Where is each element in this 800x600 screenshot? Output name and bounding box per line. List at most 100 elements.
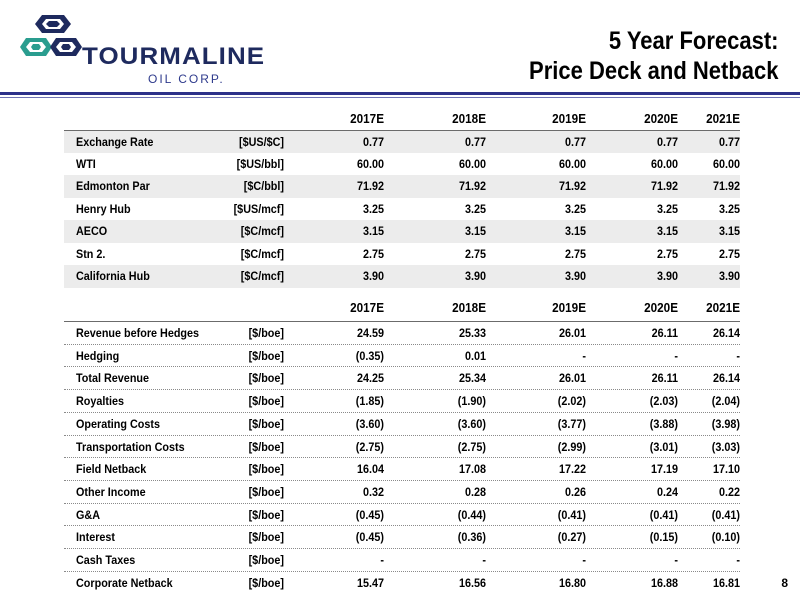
table-row: Interest [$/boe] (0.45) (0.36) (0.27) (0.15) (… [64,525,740,548]
page-number: 8 [781,576,788,590]
row-value: 25.34 [458,371,486,386]
row-value: 3.15 [656,224,678,238]
row-value: (3.77) [557,416,586,431]
row-value: 2.75 [362,246,384,261]
row-label: Interest [76,530,116,545]
row-value: 3.90 [656,269,678,283]
row-label: Royalties [76,394,125,409]
row-value: 71.92 [650,179,678,193]
table-row: Royalties [$/boe] (1.85) (1.90) (2.02) (2.03)… [64,389,740,412]
row-value: 60.00 [712,156,740,171]
table-row: Revenue before Hedges [$/boe] 24.59 25.33 26… [64,321,740,344]
table-row: Corporate Netback [$/boe] 15.47 16.56 16.80 1… [64,570,740,594]
year-header: 2020E [644,111,678,126]
row-unit: [$/boe] [248,484,284,499]
row-value: 0.77 [656,135,678,149]
row-unit: [$/boe] [248,507,284,522]
table-row: Exchange Rate [$US/$C] 0.77 0.77 0.77 0.77 0.7… [64,130,740,153]
row-label: Operating Costs [76,416,161,431]
row-label: Exchange Rate [76,135,154,149]
row-value: 60.00 [558,156,586,171]
row-value: 25.33 [458,326,486,340]
row-value: 0.77 [464,135,486,149]
row-value: 3.15 [362,224,384,238]
row-label: Other Income [76,484,146,499]
row-value: 3.25 [718,201,740,216]
year-header: 2017E [350,111,384,126]
slide-title: 5 Year Forecast: Price Deck and Netback [495,26,778,86]
year-header: 2018E [452,111,486,126]
row-unit: [$C/mcf] [240,224,284,238]
row-value: 16.88 [650,575,678,590]
row-label: Stn 2. [76,246,106,261]
row-value: 0.32 [362,484,384,499]
row-value: 3.25 [362,201,384,216]
row-value: 3.15 [564,224,586,238]
row-value: (0.41) [557,507,586,522]
header-rule-thin [0,97,800,98]
row-value: 17.10 [712,462,740,477]
row-value: 24.59 [356,326,384,340]
row-value: 26.11 [651,326,678,340]
row-value: 3.90 [718,269,740,283]
row-value: - [736,553,740,567]
year-header: 2019E [552,111,586,126]
row-value: - [582,348,586,363]
row-unit: [$US/bbl] [236,156,284,171]
row-value: (0.35) [355,348,384,363]
row-unit: [$/boe] [248,462,284,477]
row-value: 60.00 [650,156,678,171]
row-label: Cash Taxes [76,553,136,567]
table-row: WTI [$US/bbl] 60.00 60.00 60.00 60.00 60.00 [64,153,740,176]
row-unit: [$/boe] [248,553,284,567]
row-value: 26.01 [558,326,586,340]
row-value: 3.90 [564,269,586,283]
row-value: 71.92 [712,179,740,193]
row-value: 16.56 [458,575,486,590]
row-value: 2.75 [656,246,678,261]
row-value: (3.03) [711,439,740,454]
row-value: 16.04 [356,462,384,477]
row-label: California Hub [76,269,150,283]
row-value: 71.92 [458,179,486,193]
row-value: 3.25 [564,201,586,216]
row-unit: [$/boe] [248,371,284,386]
row-value: 2.75 [564,246,586,261]
table-row: Operating Costs [$/boe] (3.60) (3.60) (3.77)… [64,411,740,435]
row-value: - [674,553,678,567]
row-unit: [$/boe] [248,439,284,454]
row-unit: [$US/mcf] [233,201,284,216]
row-value: - [736,348,740,363]
row-value: 17.19 [650,462,678,477]
row-value: 0.28 [464,484,486,499]
slide-title-line2: Price Deck and Netback [528,57,778,85]
row-value: (3.01) [649,439,678,454]
price_deck-header-row: 2017E 2018E 2019E 2020E 2021E [64,108,740,130]
row-value: 3.15 [464,224,486,238]
row-label: Transportation Costs [76,439,185,454]
row-value: (2.02) [557,394,586,409]
row-value: - [674,348,678,363]
row-unit: [$/boe] [248,326,284,340]
row-value: 26.01 [558,371,586,386]
tourmaline-gem-icon [20,15,82,56]
row-value: (2.75) [355,439,384,454]
row-value: (0.45) [355,530,384,545]
row-value: (2.99) [557,439,586,454]
row-value: 3.15 [718,224,740,238]
row-value: 0.77 [362,135,384,149]
company-logo: TOURMALINE OIL CORP. [18,12,264,86]
row-value: (2.03) [649,394,678,409]
row-unit: [$C/bbl] [243,179,284,193]
row-value: 26.11 [651,371,678,386]
row-label: Corporate Netback [76,575,173,590]
row-value: 60.00 [356,156,384,171]
row-unit: [$/boe] [248,348,284,363]
table-row: California Hub [$C/mcf] 3.90 3.90 3.90 3.90 3.… [64,265,740,288]
row-value: (3.98) [711,416,740,431]
table-row: Henry Hub [$US/mcf] 3.25 3.25 3.25 3.25 3.25 [64,198,740,221]
table-row: G&A [$/boe] (0.45) (0.44) (0.41) (0.41) (0.41) [64,502,740,526]
row-value: (1.85) [355,394,384,409]
row-label: AECO [76,224,108,238]
row-value: (0.10) [711,530,740,545]
